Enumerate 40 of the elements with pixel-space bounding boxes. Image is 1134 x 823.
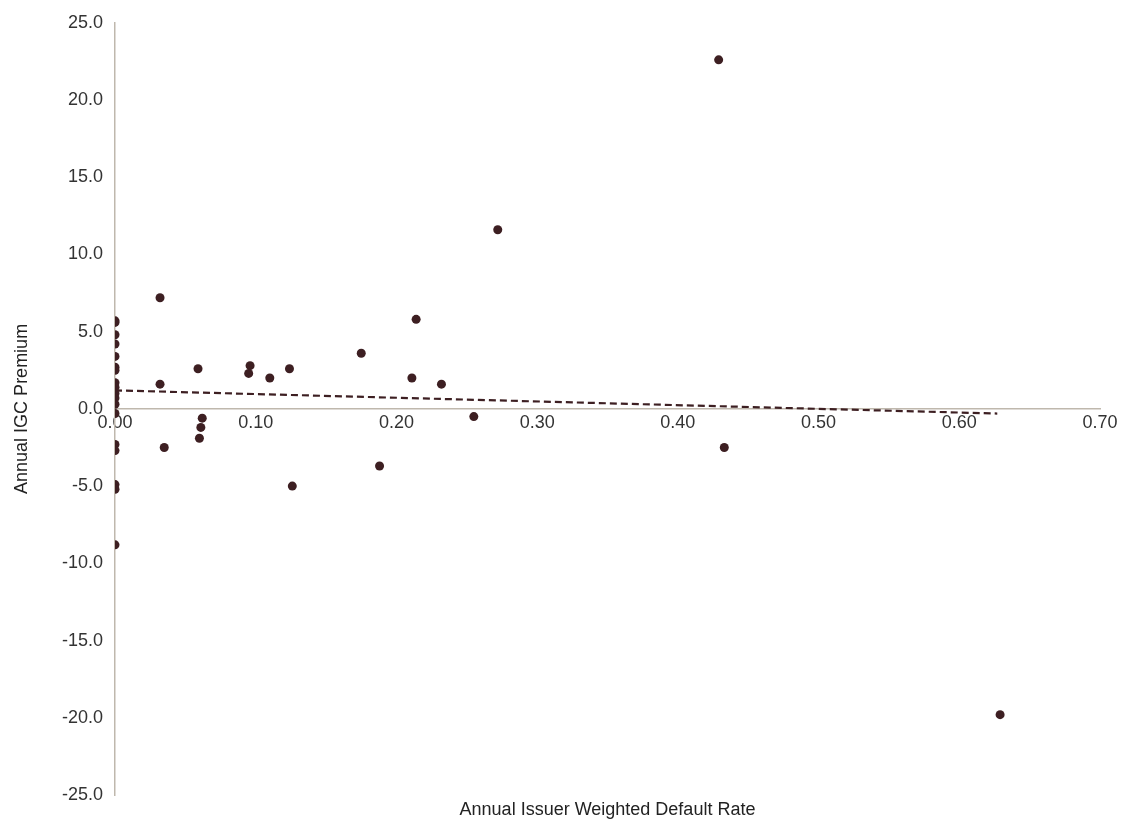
- y-tick-label: -15.0: [61, 629, 103, 650]
- x-tick-label: 0.70: [1082, 411, 1118, 432]
- point: [155, 379, 165, 389]
- x-tick-label: 0.20: [378, 411, 414, 432]
- y-tick-label: -20.0: [61, 706, 103, 727]
- x-tick-label: 0.10: [238, 411, 274, 432]
- point: [436, 379, 446, 389]
- point: [469, 412, 479, 422]
- point: [493, 225, 503, 235]
- y-tick-label: 10.0: [67, 243, 103, 264]
- y-tick-label: 5.0: [77, 320, 103, 341]
- point: [159, 443, 169, 453]
- y-tick-label: -25.0: [61, 783, 103, 804]
- point: [244, 368, 254, 378]
- point: [375, 461, 385, 471]
- point: [197, 413, 207, 423]
- point: [356, 348, 366, 358]
- x-axis-title: Annual Issuer Weighted Default Rate: [459, 798, 756, 819]
- y-tick-label: 15.0: [67, 166, 103, 187]
- y-tick-label: 25.0: [67, 11, 103, 32]
- x-tick-label: 0.40: [660, 411, 696, 432]
- point: [265, 373, 275, 383]
- y-tick-label: -10.0: [61, 552, 103, 573]
- x-tick-label: 0.30: [519, 411, 555, 432]
- y-tick-label: -5.0: [71, 475, 103, 496]
- point: [194, 433, 204, 443]
- point: [284, 364, 294, 374]
- x-tick-label: 0.50: [801, 411, 837, 432]
- point: [407, 373, 417, 383]
- point: [155, 293, 165, 303]
- point: [193, 364, 203, 374]
- y-axis-title: Annual IGC Premium: [10, 323, 31, 494]
- point: [411, 314, 421, 324]
- point: [196, 422, 206, 432]
- point: [714, 55, 724, 65]
- point: [719, 443, 729, 453]
- x-tick-label: 0.60: [941, 411, 977, 432]
- y-tick-label: 20.0: [67, 88, 103, 109]
- point: [245, 361, 255, 371]
- point: [287, 481, 297, 491]
